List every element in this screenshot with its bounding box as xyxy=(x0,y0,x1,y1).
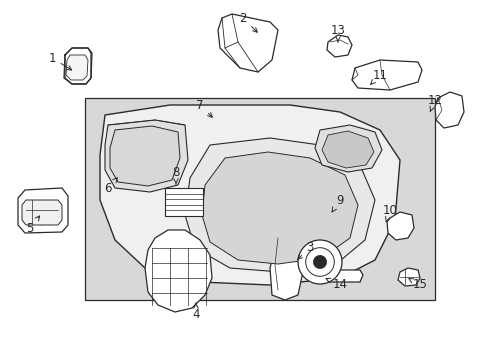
Text: 2: 2 xyxy=(239,12,257,32)
Text: 4: 4 xyxy=(192,303,199,321)
Text: 5: 5 xyxy=(26,216,40,234)
Polygon shape xyxy=(202,152,357,264)
Circle shape xyxy=(297,240,341,284)
Polygon shape xyxy=(326,35,351,57)
Polygon shape xyxy=(145,230,212,312)
Text: 3: 3 xyxy=(297,240,313,259)
Text: 7: 7 xyxy=(196,99,212,117)
Polygon shape xyxy=(351,60,421,90)
Polygon shape xyxy=(321,131,373,168)
Text: 8: 8 xyxy=(172,166,179,184)
Polygon shape xyxy=(100,105,399,285)
Text: 13: 13 xyxy=(330,23,345,42)
Polygon shape xyxy=(184,138,374,272)
Polygon shape xyxy=(110,126,180,186)
Text: 9: 9 xyxy=(331,194,343,212)
Bar xyxy=(85,98,434,300)
Polygon shape xyxy=(397,268,419,286)
Circle shape xyxy=(313,255,326,269)
Polygon shape xyxy=(309,270,362,282)
Text: 6: 6 xyxy=(104,178,117,194)
Polygon shape xyxy=(66,55,88,80)
Bar xyxy=(164,188,203,216)
Text: 10: 10 xyxy=(382,203,397,222)
Text: 15: 15 xyxy=(408,279,427,292)
Text: 1: 1 xyxy=(48,51,72,70)
Polygon shape xyxy=(22,200,62,225)
Text: 11: 11 xyxy=(370,68,386,85)
Polygon shape xyxy=(105,120,187,192)
Text: 12: 12 xyxy=(427,94,442,112)
Polygon shape xyxy=(434,92,463,128)
Polygon shape xyxy=(386,212,413,240)
Polygon shape xyxy=(64,48,92,84)
Polygon shape xyxy=(18,188,68,233)
Polygon shape xyxy=(218,14,278,72)
Polygon shape xyxy=(314,125,381,172)
Text: 14: 14 xyxy=(325,278,347,292)
Polygon shape xyxy=(269,230,307,300)
